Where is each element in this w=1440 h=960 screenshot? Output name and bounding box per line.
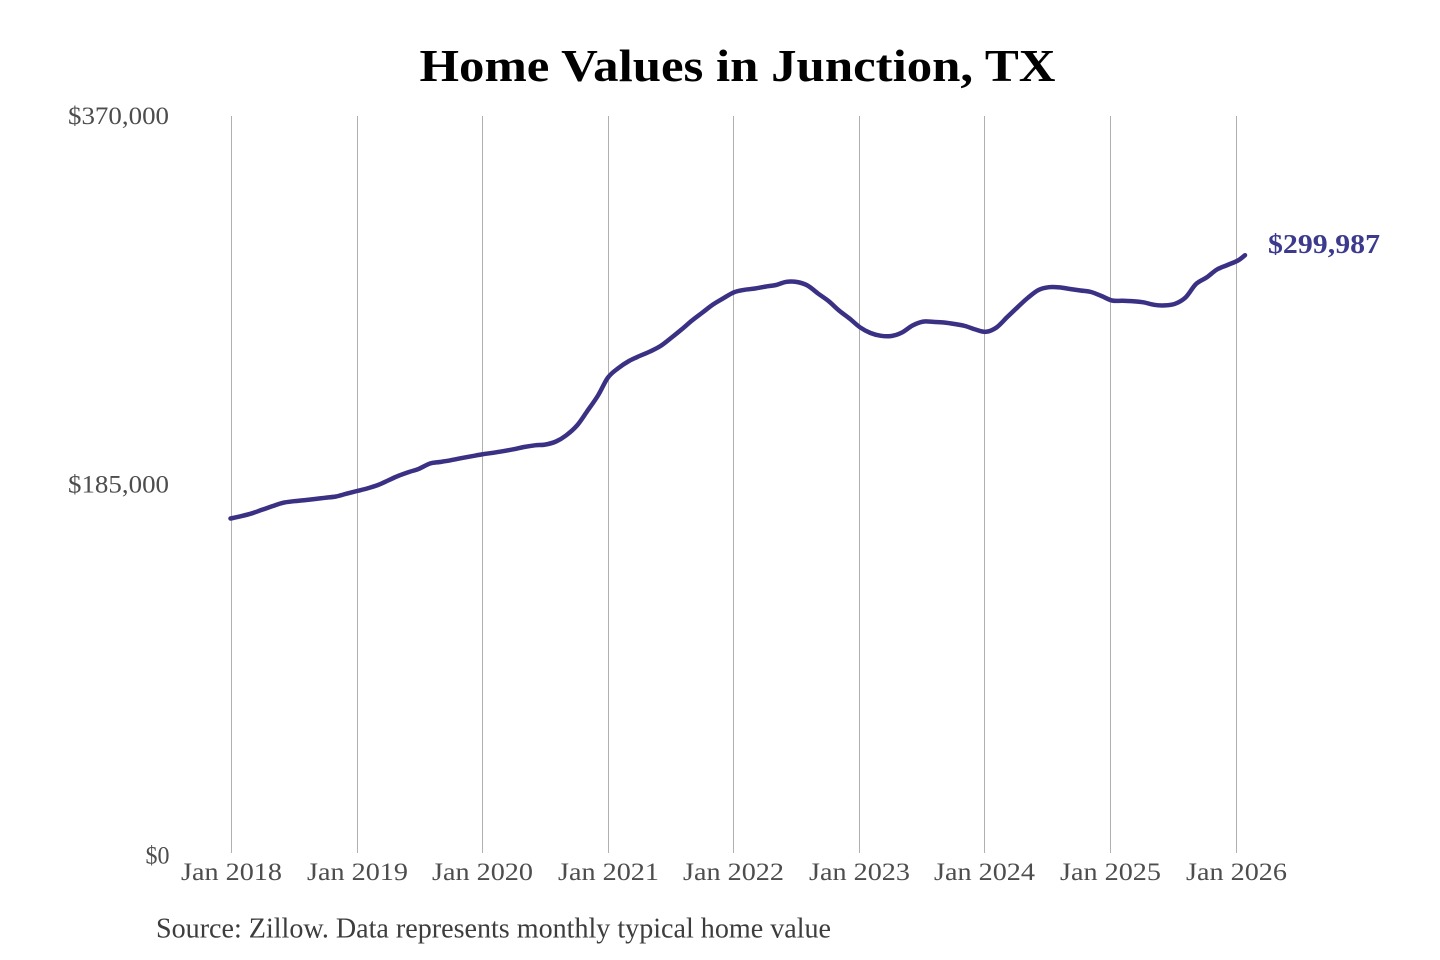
svg-text:$299,987: $299,987	[1268, 229, 1380, 259]
svg-text:Jan 2022: Jan 2022	[683, 859, 784, 886]
svg-text:Jan 2019: Jan 2019	[307, 859, 408, 886]
svg-text:Source: Zillow. Data represent: Source: Zillow. Data represents monthly …	[156, 914, 831, 945]
svg-text:Jan 2020: Jan 2020	[432, 859, 533, 886]
svg-text:Jan 2026: Jan 2026	[1186, 859, 1287, 886]
svg-text:Jan 2021: Jan 2021	[558, 859, 659, 886]
svg-text:$370,000: $370,000	[68, 103, 169, 130]
svg-text:Jan 2025: Jan 2025	[1060, 859, 1161, 886]
svg-text:Jan 2024: Jan 2024	[934, 859, 1036, 886]
svg-text:$0: $0	[146, 843, 170, 870]
svg-text:Jan 2023: Jan 2023	[809, 859, 910, 886]
svg-text:Jan 2018: Jan 2018	[181, 859, 282, 886]
svg-text:Home Values in Junction, TX: Home Values in Junction, TX	[420, 40, 1056, 91]
svg-text:$185,000: $185,000	[68, 472, 169, 499]
